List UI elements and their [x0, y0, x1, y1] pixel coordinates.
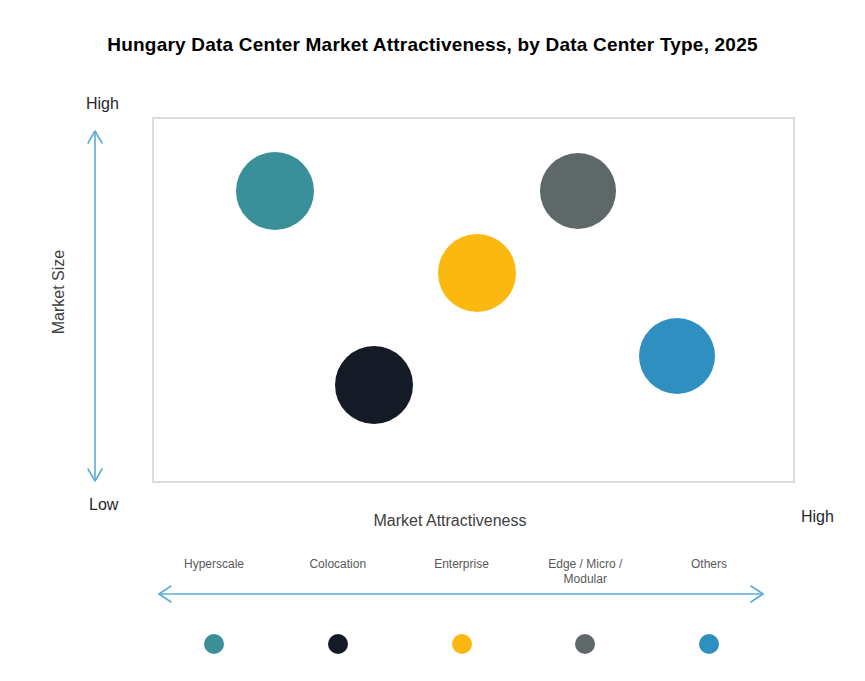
legend-dot-cell-edge-micro-modular [529, 634, 641, 654]
plot-area [152, 117, 795, 483]
bubble-edge-micro-modular [540, 153, 616, 229]
legend-dot-cell-others [653, 634, 765, 654]
y-axis-arrow-icon [86, 129, 104, 483]
y-axis-title: Market Size [50, 192, 70, 392]
legend-dot-others [699, 634, 719, 654]
legend-dot-enterprise [452, 634, 472, 654]
legend-dot-colocation [328, 634, 348, 654]
legend-dot-cell-enterprise [406, 634, 518, 654]
legend-dots-row [158, 634, 765, 654]
legend-dot-cell-colocation [282, 634, 394, 654]
chart-title: Hungary Data Center Market Attractivenes… [0, 34, 865, 56]
y-axis-low-label: Low [89, 496, 118, 514]
x-axis-title: Market Attractiveness [330, 512, 570, 530]
bubble-enterprise [438, 234, 516, 312]
bubble-hyperscale [236, 152, 314, 230]
legend-dot-edge-micro-modular [575, 634, 595, 654]
x-axis-high-label: High [801, 508, 834, 526]
y-axis-high-label: High [86, 95, 119, 113]
x-axis-arrow-icon [155, 583, 767, 605]
legend-dot-hyperscale [204, 634, 224, 654]
chart-canvas: Hungary Data Center Market Attractivenes… [0, 0, 865, 681]
bubble-colocation [335, 346, 413, 424]
legend-dot-cell-hyperscale [158, 634, 270, 654]
bubble-others [639, 318, 715, 394]
